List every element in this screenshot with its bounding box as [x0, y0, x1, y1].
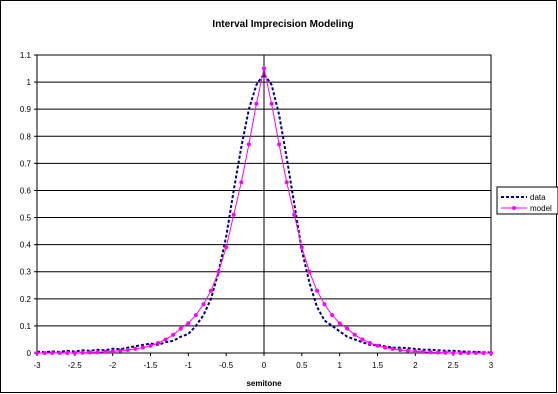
- y-tick-label: 0.9: [20, 105, 32, 114]
- y-tick-label: 0.2: [20, 295, 32, 304]
- x-tick-label: -1: [185, 361, 193, 370]
- series-line-data: [36, 72, 492, 354]
- model-point: [156, 341, 161, 345]
- model-point: [148, 343, 153, 348]
- x-tick-label: 2.5: [448, 361, 460, 370]
- model-point: [466, 351, 471, 355]
- model-point: [481, 351, 486, 355]
- x-tick-label: 3: [489, 361, 494, 370]
- x-tick-label: -1.5: [144, 361, 158, 370]
- model-point: [330, 313, 335, 318]
- model-point: [201, 302, 206, 307]
- model-point: [458, 351, 463, 355]
- model-point: [292, 212, 297, 217]
- x-tick-label: -2: [109, 361, 117, 370]
- legend: data model: [496, 186, 558, 215]
- model-point: [103, 349, 108, 354]
- model-point: [284, 180, 289, 185]
- model-point: [246, 142, 251, 147]
- model-point: [163, 337, 168, 342]
- series-layer: [35, 66, 493, 355]
- model-point: [72, 351, 77, 355]
- model-point: [80, 350, 85, 355]
- model-point: [383, 345, 388, 350]
- model-point: [262, 66, 266, 71]
- y-tick-label: 0.6: [20, 186, 32, 195]
- y-tick-label: 0.8: [20, 132, 32, 141]
- model-point: [95, 350, 100, 355]
- model-point: [239, 180, 244, 185]
- model-point: [186, 321, 191, 326]
- x-tick-label: 0: [262, 361, 267, 370]
- model-point: [390, 346, 395, 351]
- x-tick-label: -2.5: [68, 361, 82, 370]
- model-point: [57, 351, 62, 355]
- model-point: [140, 345, 145, 350]
- model-point: [345, 326, 350, 331]
- model-point: [269, 101, 274, 106]
- model-point: [315, 288, 319, 293]
- model-point: [277, 142, 282, 147]
- model-point: [171, 332, 176, 337]
- model-point: [224, 245, 229, 250]
- model-point: [299, 245, 304, 250]
- model-point: [65, 351, 70, 355]
- model-point: [178, 326, 183, 331]
- x-tick-label: 2: [413, 361, 418, 370]
- x-tick-label: -0.5: [219, 361, 233, 370]
- legend-label-data: data: [530, 193, 546, 202]
- model-point: [375, 343, 380, 348]
- y-tick-label: 0.3: [20, 268, 32, 277]
- legend-marker-model: [512, 206, 516, 210]
- x-axis-title: semitone: [246, 379, 282, 388]
- x-tick-label: 1.5: [372, 361, 384, 370]
- legend-label-model: model: [530, 204, 552, 213]
- model-point: [216, 269, 221, 274]
- model-point: [443, 350, 448, 355]
- y-tick-label: 0.4: [20, 241, 32, 250]
- model-point: [209, 288, 213, 293]
- model-point: [50, 351, 55, 355]
- model-point: [473, 351, 478, 355]
- model-point: [322, 302, 327, 307]
- model-point: [428, 350, 433, 355]
- y-tick-label: 0: [27, 349, 32, 358]
- model-point: [42, 351, 47, 355]
- y-tick-label: 1: [27, 78, 32, 87]
- y-tick-label: 0.1: [20, 322, 32, 331]
- model-point: [405, 348, 410, 353]
- model-point: [254, 101, 259, 106]
- axes-layer: 0 0.1 0.2 0.3 0.4 0.5 0.6 0.7 0.8 0.9 1 1.1 -3 -2.5 -2…: [20, 51, 494, 370]
- model-point: [420, 349, 425, 354]
- chart-title: Interval Imprecision Modeling: [212, 19, 353, 30]
- model-point: [451, 351, 456, 355]
- model-point: [231, 212, 236, 217]
- model-point: [352, 332, 357, 337]
- model-point: [337, 321, 342, 326]
- model-point: [307, 269, 312, 274]
- model-point: [436, 350, 440, 355]
- model-point: [413, 349, 418, 354]
- y-tick-label: 0.5: [20, 214, 32, 223]
- y-tick-label: 1.1: [20, 51, 32, 60]
- model-point: [489, 351, 493, 355]
- y-tick-label: 0.7: [20, 159, 32, 168]
- model-point: [88, 350, 92, 355]
- model-point: [35, 351, 39, 355]
- model-point: [193, 313, 198, 318]
- legend-box: [496, 186, 558, 215]
- model-point: [118, 348, 123, 353]
- model-point: [110, 349, 115, 354]
- x-tick-label: 0.5: [296, 361, 308, 370]
- model-point: [367, 341, 372, 345]
- x-tick-label: 1: [337, 361, 342, 370]
- x-tick-label: -3: [33, 361, 41, 370]
- model-point: [133, 346, 138, 351]
- model-point: [398, 348, 403, 352]
- model-point: [360, 337, 365, 342]
- model-point: [125, 348, 130, 352]
